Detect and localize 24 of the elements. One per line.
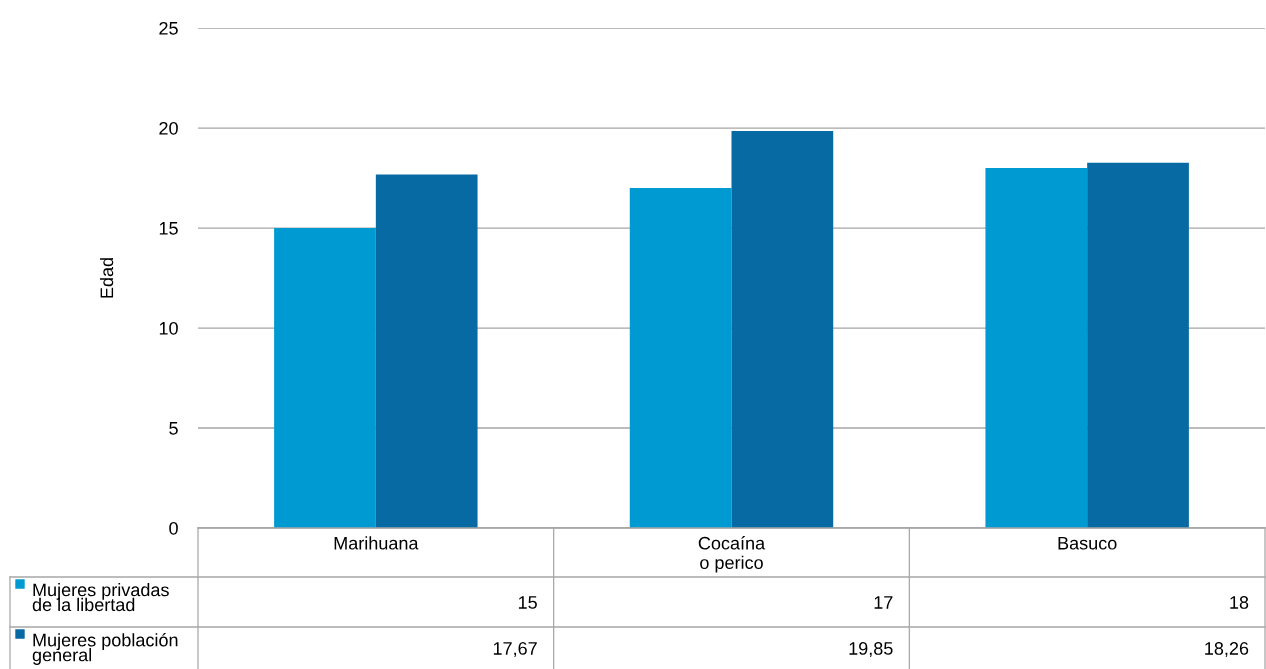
data-label: 17,67 xyxy=(493,642,537,657)
y-tick-label: 20 xyxy=(159,121,178,135)
bar xyxy=(985,168,1088,528)
data-label: 19,85 xyxy=(849,642,893,657)
data-label: 18 xyxy=(1230,596,1249,609)
bar xyxy=(1087,162,1189,528)
data-label: 17 xyxy=(874,596,893,609)
x-tick-label: Marihuana xyxy=(334,536,419,550)
y-tick-label: 15 xyxy=(159,222,178,235)
y-tick-label: 10 xyxy=(159,321,178,335)
data-label: 18,26 xyxy=(1205,642,1249,657)
data-label: 15 xyxy=(518,596,537,609)
bar xyxy=(629,188,732,528)
y-axis-title: Edad xyxy=(99,258,114,298)
x-tick-label: Basuco xyxy=(1058,537,1117,550)
legend-label: Mujeres población general xyxy=(32,633,178,665)
bar xyxy=(731,131,834,528)
y-tick-label: 25 xyxy=(159,21,178,35)
bar xyxy=(375,174,478,528)
bar xyxy=(274,228,376,528)
x-tick-label: Cocaína o perico xyxy=(698,536,766,573)
y-tick-label: 0 xyxy=(169,521,178,535)
legend-label: Mujeres privadas de la libertad xyxy=(32,583,169,612)
y-tick-label: 5 xyxy=(169,422,178,435)
